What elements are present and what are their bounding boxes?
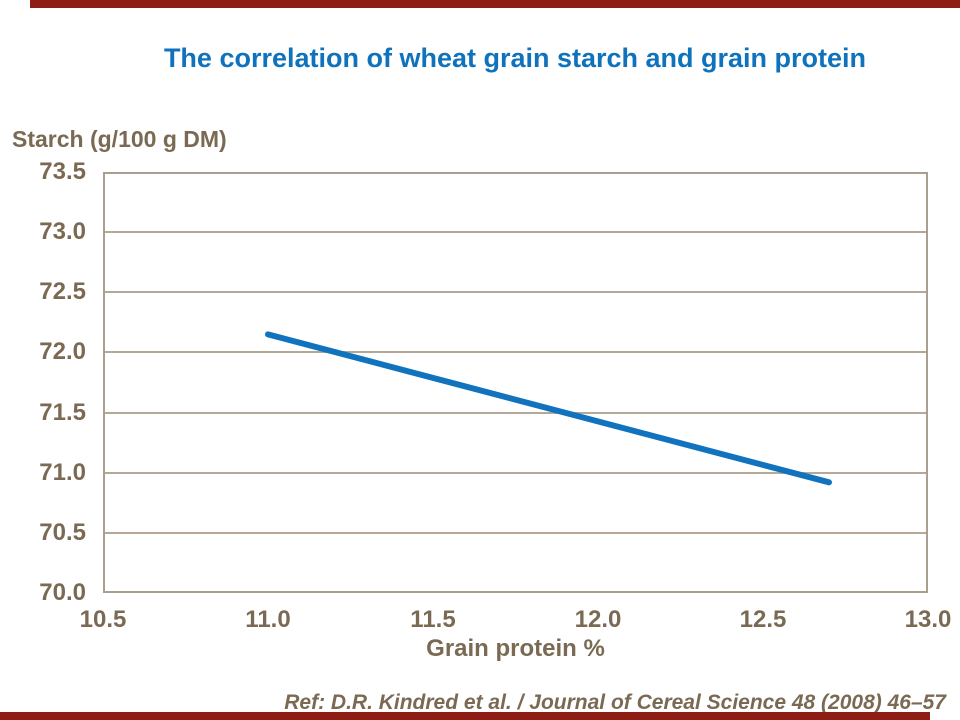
x-tick-label: 12.5	[739, 606, 787, 633]
chart-title: The correlation of wheat grain starch an…	[163, 43, 867, 73]
horizontal-gridline	[105, 411, 926, 414]
y-tick-label: 73.5	[39, 158, 86, 185]
y-tick-label: 71.0	[39, 458, 86, 486]
plot-area	[103, 172, 928, 593]
x-tick-label: 12.0	[574, 606, 622, 633]
y-axis-title: Starch (g/100 g DM)	[12, 126, 227, 152]
horizontal-gridline	[105, 291, 926, 294]
horizontal-gridline	[105, 471, 926, 474]
x-tick-label: 13.0	[904, 606, 952, 633]
x-tick-label: 10.5	[79, 606, 127, 633]
horizontal-gridline	[105, 231, 926, 234]
y-tick-label: 72.5	[39, 278, 86, 306]
y-tick-label: 73.0	[39, 218, 86, 246]
y-tick-label: 71.5	[39, 398, 86, 426]
x-tick-label: 11.5	[410, 606, 456, 633]
top-accent-bar	[30, 0, 960, 8]
horizontal-gridline	[105, 351, 926, 354]
x-tick-label: 11.0	[245, 606, 291, 633]
y-tick-label: 70.0	[39, 579, 86, 606]
y-tick-label: 70.5	[39, 518, 86, 546]
x-axis-title: Grain protein %	[426, 635, 605, 662]
reference-citation: Ref: D.R. Kindred et al. / Journal of Ce…	[284, 691, 946, 714]
bottom-accent-bar	[0, 712, 930, 720]
horizontal-gridline	[105, 531, 926, 534]
y-tick-label: 72.0	[39, 338, 86, 366]
